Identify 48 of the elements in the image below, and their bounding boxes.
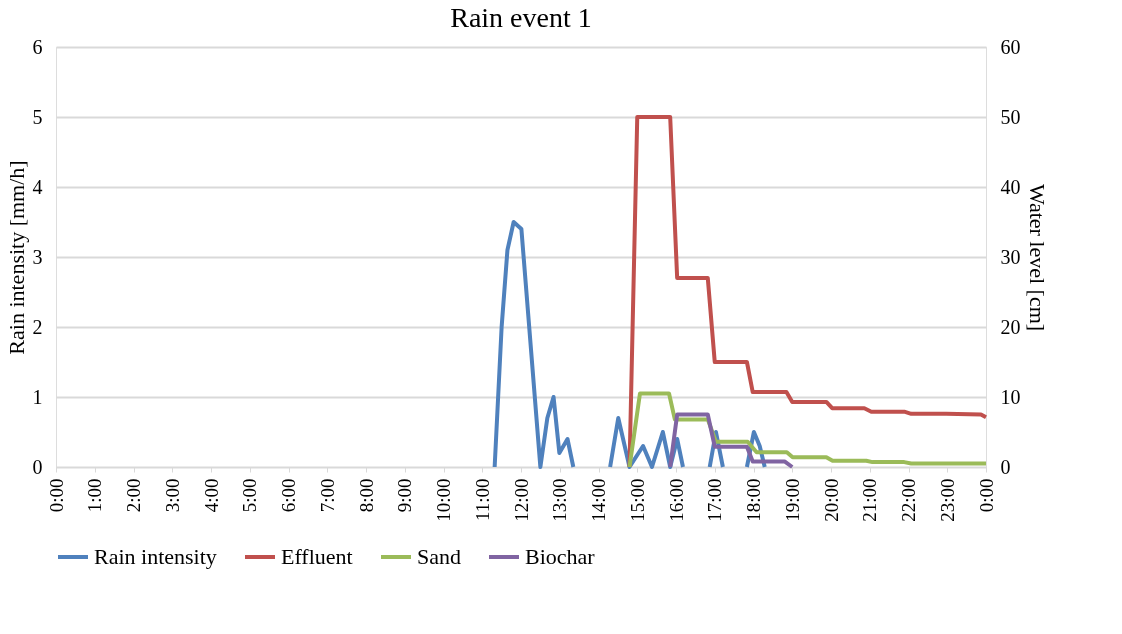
x-tick-label: 21:00 [859, 478, 881, 522]
x-tick-label: 7:00 [316, 478, 338, 513]
y2-tick-label: 0 [1000, 455, 1011, 478]
line-series [668, 412, 795, 469]
y2-tick-label: 40 [1000, 175, 1021, 198]
x-tick-label: 6:00 [278, 478, 299, 513]
x-tick-label: 3:00 [161, 478, 183, 513]
y2-tick-label: 10 [1000, 385, 1021, 408]
y2-tick-label: 60 [1000, 35, 1021, 58]
y2-tick-label: 50 [1000, 105, 1021, 128]
x-tick-label: 16:00 [665, 478, 687, 522]
y2-axis-title: Water level [cm] [1024, 183, 1050, 332]
y2-tick-label: 20 [1000, 315, 1021, 338]
x-tick-label: 22:00 [898, 478, 919, 522]
y-axis-title: Rain intensity [mm/h] [3, 160, 29, 355]
x-tick-label: 12:00 [510, 478, 532, 522]
y-tick-label: 0 [32, 455, 43, 478]
x-tick-label: 10:00 [433, 478, 454, 522]
legend-label: Effluent [281, 544, 353, 569]
legend-label: Sand [417, 544, 461, 569]
x-tick-label: 23:00 [936, 478, 958, 522]
y-tick-label: 2 [32, 315, 43, 338]
x-tick-label: 1:00 [84, 478, 106, 513]
y-tick-label: 4 [32, 175, 43, 198]
y-tick-label: 6 [32, 35, 43, 58]
legend-label: Rain intensity [94, 544, 217, 569]
x-tick-label: 20:00 [820, 478, 842, 522]
x-tick-label: 11:00 [471, 478, 493, 522]
x-tick-label: 9:00 [394, 478, 416, 513]
y-tick-label: 3 [32, 245, 43, 268]
line-series [627, 391, 988, 469]
x-tick-label: 18:00 [743, 478, 764, 522]
y-tick-label: 5 [32, 105, 43, 128]
x-tick-label: 0:00 [975, 478, 997, 513]
x-tick-label: 2:00 [123, 478, 144, 513]
x-tick-label: 5:00 [239, 478, 261, 513]
x-tick-label: 13:00 [549, 478, 571, 522]
y-tick-label: 1 [32, 385, 43, 408]
x-tick-label: 15:00 [626, 478, 648, 522]
x-tick-label: 14:00 [588, 478, 609, 522]
x-tick-label: 8:00 [355, 478, 377, 513]
x-tick-label: 4:00 [200, 478, 222, 513]
x-tick-label: 17:00 [704, 478, 726, 522]
legend-label: Biochar [525, 544, 596, 569]
y2-tick-label: 30 [1000, 245, 1021, 268]
x-tick-label: 0:00 [45, 478, 67, 513]
x-tick-label: 19:00 [781, 478, 803, 522]
chart-title: Rain event 1 [450, 2, 592, 33]
